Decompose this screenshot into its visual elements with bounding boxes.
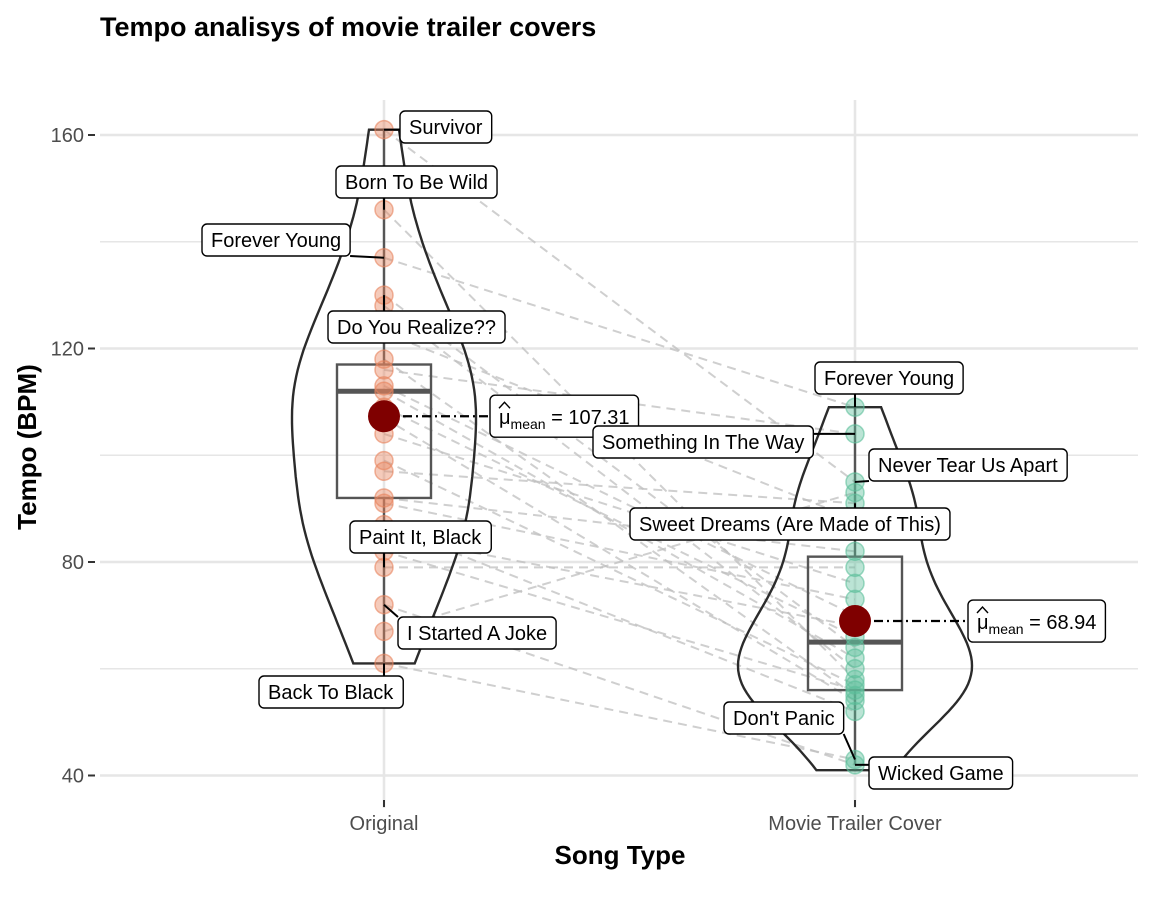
pair-line: [383, 294, 856, 649]
pair-line: [383, 550, 856, 692]
pair-line: [383, 432, 856, 585]
point-label-box: [258, 675, 404, 709]
mean-hat-mark: [498, 401, 511, 409]
data-point: [374, 349, 394, 369]
point-label-text: Back To Black: [268, 682, 394, 704]
mean-marker: [368, 400, 400, 433]
data-point: [845, 659, 865, 679]
pair-line: [383, 331, 856, 521]
pair-line: [383, 662, 856, 761]
y-tick-label: 40: [62, 766, 84, 788]
pair-line: [383, 502, 856, 601]
data-point: [374, 461, 394, 482]
point-label-box: [629, 507, 951, 541]
x-tick-label: Movie Trailer Cover: [768, 813, 942, 835]
pair-line: [383, 417, 856, 702]
data-point: [845, 669, 865, 690]
pair-line: [383, 459, 856, 686]
point-label-text: Survivor: [409, 117, 483, 139]
pair-line: [383, 368, 856, 435]
box-iqr: [335, 363, 433, 500]
point-label-text: Forever Young: [211, 230, 341, 252]
x-tick-label: Original: [350, 813, 419, 835]
y-tick-label: 160: [51, 125, 84, 147]
pair-line: [383, 390, 856, 659]
data-point: [374, 488, 394, 508]
data-point: [374, 493, 394, 514]
data-point: [845, 573, 865, 594]
pair-line: [383, 406, 856, 638]
point-label-text: I Started A Joke: [407, 623, 547, 645]
chart-title: Tempo analisys of movie trailer covers: [100, 12, 596, 42]
point-label-box: [327, 310, 506, 344]
mean-label: μmean = 68.94: [977, 612, 1096, 637]
data-point: [845, 557, 865, 578]
data-point: [845, 675, 865, 695]
point-label-connector: [854, 480, 870, 483]
point-label-text: Do You Realize??: [337, 317, 496, 339]
point-label-text: Forever Young: [824, 368, 954, 390]
y-tick-label: 80: [62, 552, 84, 574]
mean-label-box: [967, 599, 1107, 643]
point-label-box: [868, 448, 1068, 482]
data-point: [845, 685, 865, 706]
point-labels-layer: Survivor Born To Be Wild Forever Young Do Y…: [201, 110, 1068, 790]
data-point: [845, 691, 865, 711]
y-axis-title: Tempo (BPM): [12, 364, 42, 530]
data-point: [374, 450, 394, 471]
data-point: [845, 680, 865, 700]
point-label-box: [349, 520, 492, 554]
point-label-text: Something In The Way: [602, 432, 804, 454]
point-label-text: Sweet Dreams (Are Made of This): [639, 514, 941, 536]
point-label-box: [399, 110, 493, 144]
data-point: [374, 621, 394, 642]
point-label-text: Wicked Game: [878, 763, 1004, 785]
data-point: [374, 381, 394, 401]
data-point: [374, 360, 394, 380]
point-label-text: Born To Be Wild: [345, 172, 488, 194]
data-point: [845, 637, 865, 658]
mean-label: μmean = 107.31: [499, 407, 630, 432]
point-label-connector: [842, 733, 856, 760]
point-label-box: [592, 425, 815, 459]
data-point: [845, 648, 865, 668]
data-point: [845, 701, 865, 722]
x-axis-title: Song Type: [555, 840, 686, 870]
point-label-connector: [383, 603, 399, 618]
box-iqr: [806, 555, 904, 692]
point-label-connector: [350, 255, 385, 259]
violin-layer: [290, 128, 974, 772]
data-point: [845, 482, 865, 503]
pair-line: [383, 256, 856, 409]
point-label-text: Never Tear Us Apart: [878, 455, 1058, 477]
pair-line: [383, 470, 856, 505]
mean-marker: [839, 605, 871, 638]
point-label-box: [723, 701, 845, 735]
data-point: [374, 376, 394, 396]
point-label-box: [397, 616, 557, 650]
point-label-text: Paint It, Black: [359, 527, 482, 549]
point-label-box: [335, 165, 498, 199]
pair-line: [383, 496, 856, 553]
point-label-box: [868, 756, 1014, 790]
mean-hat-mark: [976, 605, 989, 614]
point-label-box: [201, 223, 351, 257]
data-point: [845, 541, 865, 562]
violin-outline: [736, 406, 974, 772]
point-label-box: [814, 361, 964, 395]
axis-layer: 40 80 120 160 Original Movie Trailer Cover: [51, 125, 942, 835]
pair-line: [383, 523, 856, 713]
point-label-text: Don't Panic: [733, 708, 835, 730]
violin-outline: [290, 128, 478, 665]
pair-line: [383, 305, 856, 670]
y-tick-label: 120: [51, 339, 84, 361]
